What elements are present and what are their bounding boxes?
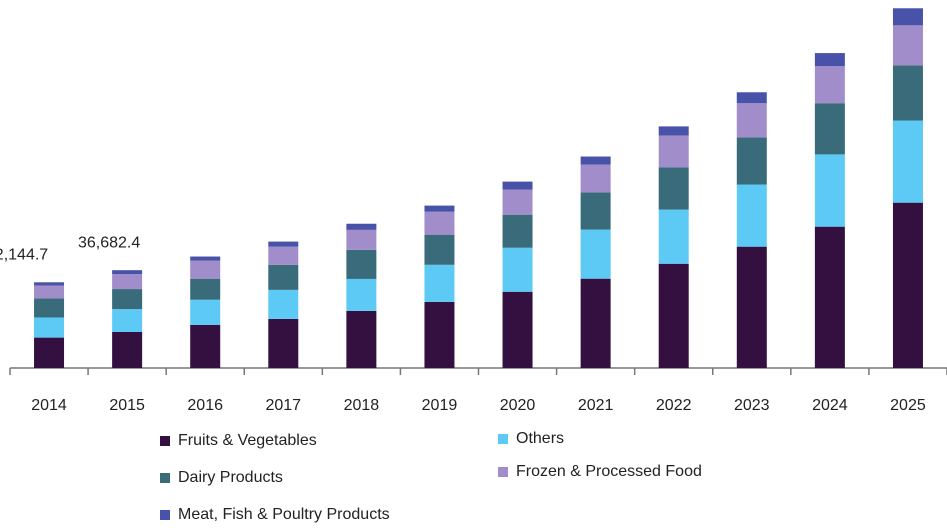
bar-segment	[580, 164, 611, 193]
bar-segment	[502, 189, 533, 215]
bar-segment	[190, 299, 221, 325]
x-tick-label: 2021	[578, 397, 614, 414]
bar-segment	[814, 154, 845, 227]
bar-segment	[580, 192, 611, 230]
legend-label: Meat, Fish & Poultry Products	[178, 506, 390, 523]
bar-segment	[112, 289, 143, 310]
bar-segment	[112, 270, 143, 275]
bar-segment	[580, 278, 611, 368]
bar-segment	[736, 103, 767, 138]
bar-segment	[502, 181, 533, 190]
bar-segment	[814, 53, 845, 67]
bar-segment	[658, 126, 689, 136]
bar-segment	[814, 226, 845, 368]
bar-segment	[424, 301, 455, 368]
bar-segment	[424, 211, 455, 235]
bar-segment	[346, 229, 377, 250]
bar-segment	[814, 66, 845, 104]
bar-segment	[34, 282, 65, 286]
bar-segment	[736, 137, 767, 185]
legend-swatch	[160, 510, 170, 520]
bar-segment	[502, 247, 533, 292]
legend-label: Fruits & Vegetables	[178, 432, 317, 449]
bar-segment	[268, 246, 299, 265]
bar-segment	[658, 167, 689, 210]
x-tick-label: 2016	[187, 397, 223, 414]
x-tick-label: 2017	[265, 397, 301, 414]
bar-segment	[658, 263, 689, 368]
legend-label: Dairy Products	[178, 469, 283, 486]
bar-segment	[346, 223, 377, 230]
legend-label: Frozen & Processed Food	[516, 463, 702, 480]
bar-segment	[34, 298, 65, 318]
x-tick-label: 2014	[31, 397, 67, 414]
bar-segment	[190, 260, 221, 279]
bar-segment	[580, 156, 611, 165]
bar-segment	[736, 184, 767, 247]
x-tick-label: 2025	[890, 397, 926, 414]
bar-segment	[424, 205, 455, 212]
x-tick-label: 2015	[109, 397, 145, 414]
x-tick-label: 2020	[500, 397, 536, 414]
bar-segment	[346, 310, 377, 368]
bar-segment	[112, 309, 143, 332]
bar-segment	[892, 65, 923, 121]
bar-segment	[502, 214, 533, 248]
bar-segment	[190, 256, 221, 261]
legend-label: Others	[516, 430, 564, 447]
bar-segment	[424, 234, 455, 265]
bar-segment	[190, 324, 221, 368]
bar-segment	[112, 274, 143, 290]
bar-segment	[892, 8, 923, 26]
bar-segment	[658, 135, 689, 168]
bar-segment	[268, 318, 299, 368]
bar-segment	[268, 241, 299, 247]
bar-segment	[424, 264, 455, 302]
x-tick-label: 2019	[422, 397, 458, 414]
bar-segment	[814, 103, 845, 155]
x-tick-label: 2024	[812, 397, 848, 414]
legend-swatch	[160, 473, 170, 483]
x-tick-label: 2023	[734, 397, 770, 414]
bar-segment	[268, 264, 299, 290]
bar-segment	[190, 278, 221, 300]
bar-segment	[268, 289, 299, 319]
bar-segment	[892, 202, 923, 368]
bar-segment	[112, 332, 143, 368]
total-label: 32,144.7	[0, 246, 48, 263]
bar-segment	[346, 249, 377, 279]
bar-segment	[892, 25, 923, 66]
bar-segment	[34, 317, 65, 338]
bar-segment	[736, 246, 767, 368]
total-label: 36,682.4	[78, 234, 140, 251]
bar-segment	[346, 278, 377, 311]
bar-segment	[892, 120, 923, 203]
bar-segment	[658, 209, 689, 264]
bar-segment	[34, 285, 65, 299]
bar-segment	[34, 337, 65, 368]
x-tick-label: 2018	[344, 397, 380, 414]
bar-segment	[502, 291, 533, 368]
legend-swatch	[498, 434, 508, 444]
bar-segment	[580, 229, 611, 279]
bar-segment	[736, 92, 767, 104]
legend-swatch	[498, 467, 508, 477]
x-tick-label: 2022	[656, 397, 692, 414]
legend-swatch	[160, 436, 170, 446]
